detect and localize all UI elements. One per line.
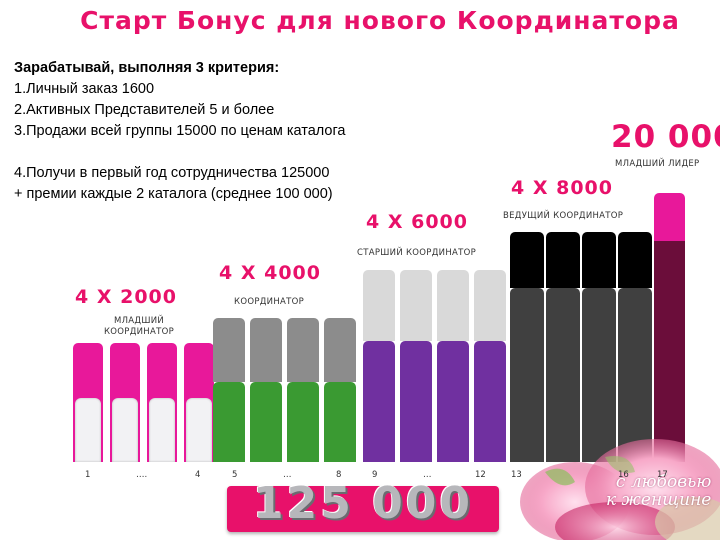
total-badge: 125 000 — [227, 478, 499, 532]
bar-column — [287, 318, 319, 462]
criteria-block: Зарабатывай, выполняя 3 критерия: 1.Личн… — [14, 58, 346, 205]
criteria-line: 2.Активных Представителей 5 и более — [14, 102, 275, 118]
logo-line-1: с любовью — [615, 472, 712, 492]
bar-column — [184, 343, 214, 462]
slide-title: Старт Бонус для нового Координатора — [80, 6, 680, 35]
group-3-bonus: 4 X 6000 — [366, 211, 468, 233]
group-4-rank: ВЕДУЩИЙ КООРДИНАТОР — [503, 211, 624, 221]
bar-column — [73, 343, 103, 462]
bar-column-final — [654, 193, 685, 462]
group-3-rank: СТАРШИЙ КООРДИНАТОР — [357, 248, 477, 258]
bar-column — [546, 232, 580, 462]
criteria-heading: Зарабатывай, выполняя 3 критерия: — [14, 60, 280, 76]
axis-label: 8 — [336, 470, 342, 480]
axis-label: 12 — [475, 470, 486, 480]
group-2-rank: КООРДИНАТОР — [234, 297, 305, 307]
logo-line-2: к женщине — [606, 490, 712, 510]
axis-label: 16 — [618, 470, 629, 480]
bar-column — [363, 270, 395, 462]
group-4-bonus: 4 X 8000 — [511, 177, 613, 199]
group-1-rank: МЛАДШИЙ КООРДИНАТОР — [103, 316, 175, 337]
final-rank: МЛАДШИЙ ЛИДЕР — [615, 159, 700, 169]
criteria-extra-line: + премии каждые 2 каталога (среднее 100 … — [14, 186, 333, 202]
bar-column — [474, 270, 506, 462]
total-amount: 125 000 — [252, 478, 473, 529]
bar-column — [618, 232, 652, 462]
axis-label: 5 — [232, 470, 238, 480]
criteria-extra-line: 4.Получи в первый год сотрудничества 125… — [14, 165, 330, 181]
bar-column — [110, 343, 140, 462]
criteria-line: 3.Продажи всей группы 15000 по ценам кат… — [14, 123, 346, 139]
criteria-line: 1.Личный заказ 1600 — [14, 81, 155, 97]
bar-column — [324, 318, 356, 462]
axis-label: 1 — [85, 470, 91, 480]
axis-label: … — [423, 470, 432, 480]
bar-column — [582, 232, 616, 462]
bar-column — [400, 270, 432, 462]
axis-label: 4 — [195, 470, 201, 480]
group-2-bonus: 4 X 4000 — [219, 262, 321, 284]
final-bonus: 20 000 — [611, 119, 720, 155]
axis-label: …. — [136, 470, 148, 480]
flower-decoration — [505, 432, 720, 540]
x-axis: 1 …. 4 5 … 8 9 … 12 13 16 17 — [65, 470, 685, 484]
bar-column — [437, 270, 469, 462]
axis-label: 13 — [511, 470, 522, 480]
bar-column — [213, 318, 245, 462]
axis-label: 17 — [657, 470, 668, 480]
bar-column — [147, 343, 177, 462]
axis-label: … — [283, 470, 292, 480]
axis-label: 9 — [372, 470, 378, 480]
bar-column — [250, 318, 282, 462]
group-1-bonus: 4 X 2000 — [75, 286, 177, 308]
bar-column — [510, 232, 544, 462]
brand-logo: с любовью к женщине — [606, 473, 711, 509]
